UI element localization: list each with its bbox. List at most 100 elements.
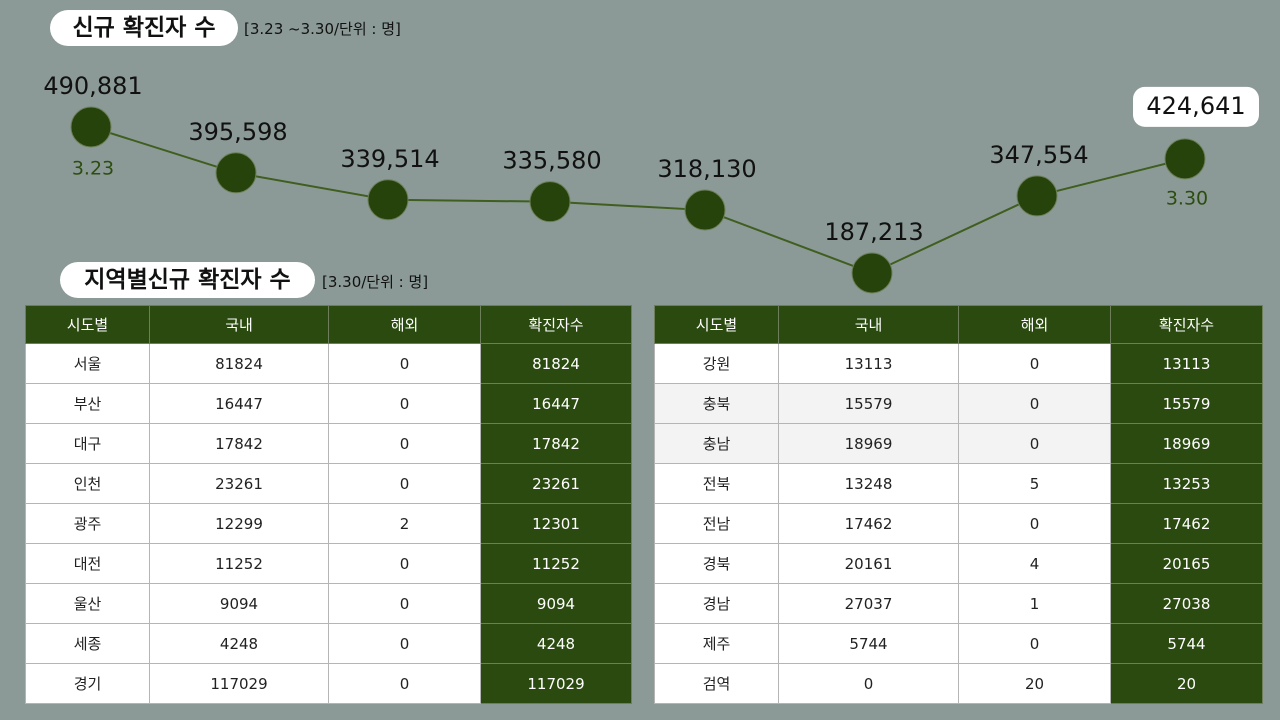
- header-row: 시도별 국내 해외 확진자수: [654, 305, 1263, 344]
- cell: 0: [328, 583, 481, 624]
- cell: 0: [958, 423, 1111, 464]
- label-pill: [1133, 86, 1259, 127]
- line: [90, 126, 1186, 275]
- value-label: 339,514: [340, 145, 439, 173]
- cell: 울산: [25, 583, 150, 624]
- row: 제주 5744 0 5744: [654, 623, 1263, 664]
- cell: 5: [958, 463, 1111, 504]
- row: 부산 16447 0 16447: [25, 383, 632, 424]
- cell: 15579: [1110, 383, 1263, 424]
- header-row: 시도별 국내 해외 확진자수: [25, 305, 632, 344]
- cell: 0: [328, 343, 481, 384]
- chart-title: 신규 확진자 수: [50, 10, 238, 46]
- row: 세종 4248 0 4248: [25, 623, 632, 664]
- cell: 0: [328, 423, 481, 464]
- cell: 23261: [480, 463, 632, 504]
- cell: 13253: [1110, 463, 1263, 504]
- cell: 전북: [654, 463, 779, 504]
- cell: 0: [328, 623, 481, 664]
- value-label: 187,213: [824, 218, 923, 246]
- cell: 23261: [149, 463, 329, 504]
- header-cell: 국내: [778, 305, 959, 344]
- x-label: 3.30: [1166, 187, 1208, 209]
- cell: 4248: [480, 623, 632, 664]
- cell: 충남: [654, 423, 779, 464]
- cell: 2: [328, 503, 481, 544]
- line-chart: 490,881 3.23 395,598 339,514 335,580 318,130 1…: [43, 72, 1259, 294]
- cell: 경남: [654, 583, 779, 624]
- cell: 4: [958, 543, 1111, 584]
- cell: 0: [958, 623, 1111, 664]
- region-table: 시도별 국내 해외 확진자수 강원 13113 0 13113 충북 15579 0 15579 충남 1…: [654, 305, 1263, 704]
- cell: 13113: [778, 343, 959, 384]
- row: 대구 17842 0 17842: [25, 423, 632, 464]
- section-title: 지역별신규 확진자 수: [60, 262, 315, 298]
- value-label: 347,554: [989, 141, 1088, 169]
- cell: 5744: [1110, 623, 1263, 664]
- cell: 17842: [149, 423, 329, 464]
- cell: 27038: [1110, 583, 1263, 624]
- point: [215, 152, 257, 194]
- row: 전북 13248 5 13253: [654, 463, 1263, 504]
- row: 전남 17462 0 17462: [654, 503, 1263, 544]
- value-label: 424,641: [1146, 92, 1245, 120]
- cell: 16447: [480, 383, 632, 424]
- cell: 광주: [25, 503, 150, 544]
- header-cell: 시도별: [654, 305, 779, 344]
- point: [70, 106, 112, 148]
- cell: 0: [958, 503, 1111, 544]
- value-label: 395,598: [188, 118, 287, 146]
- cell: 117029: [480, 663, 632, 704]
- cell: 13113: [1110, 343, 1263, 384]
- row: 울산 9094 0 9094: [25, 583, 632, 624]
- cell: 81824: [480, 343, 632, 384]
- cell: 경기: [25, 663, 150, 704]
- value-label: 490,881: [43, 72, 142, 100]
- cell: 11252: [480, 543, 632, 584]
- cell: 9094: [149, 583, 329, 624]
- cell: 13248: [778, 463, 959, 504]
- cell: 부산: [25, 383, 150, 424]
- cell: 20: [958, 663, 1111, 704]
- cell: 전남: [654, 503, 779, 544]
- cell: 12301: [480, 503, 632, 544]
- point: [1016, 175, 1058, 217]
- cell: 11252: [149, 543, 329, 584]
- point: [851, 252, 893, 294]
- cell: 1: [958, 583, 1111, 624]
- header-cell: 확진자수: [1110, 305, 1263, 344]
- cell: 0: [958, 343, 1111, 384]
- value-label: 335,580: [502, 147, 601, 175]
- x-label: 3.23: [72, 158, 114, 180]
- row: 광주 12299 2 12301: [25, 503, 632, 544]
- cell: 제주: [654, 623, 779, 664]
- header-cell: 시도별: [25, 305, 150, 344]
- header-cell: 해외: [958, 305, 1111, 344]
- cell: 강원: [654, 343, 779, 384]
- cell: 117029: [149, 663, 329, 704]
- row: 검역 0 20 20: [654, 663, 1263, 704]
- cell: 경북: [654, 543, 779, 584]
- cell: 12299: [149, 503, 329, 544]
- header-cell: 국내: [149, 305, 329, 344]
- cell: 5744: [778, 623, 959, 664]
- point: [367, 179, 409, 221]
- section-subtitle: [3.30/단위 : 명]: [322, 273, 429, 291]
- header-cell: 확진자수: [480, 305, 632, 344]
- cell: 충북: [654, 383, 779, 424]
- row: 인천 23261 0 23261: [25, 463, 632, 504]
- cell: 16447: [149, 383, 329, 424]
- cell: 81824: [149, 343, 329, 384]
- row: 대전 11252 0 11252: [25, 543, 632, 584]
- cell: 20165: [1110, 543, 1263, 584]
- row: 경북 20161 4 20165: [654, 543, 1263, 584]
- cell: 17842: [480, 423, 632, 464]
- row: 경기 117029 0 117029: [25, 663, 632, 704]
- cell: 세종: [25, 623, 150, 664]
- cell: 0: [328, 383, 481, 424]
- point: [684, 189, 726, 231]
- header-cell: 해외: [328, 305, 481, 344]
- row: 서울 81824 0 81824: [25, 343, 632, 384]
- cell: 0: [778, 663, 959, 704]
